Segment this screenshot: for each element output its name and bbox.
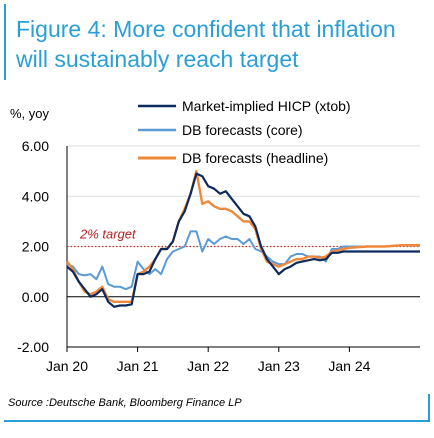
frame-accent-right <box>428 394 430 422</box>
series-line-headline <box>66 169 420 303</box>
target-annotation: 2% target <box>79 227 137 242</box>
legend-label-core: DB forecasts (core) <box>182 122 303 138</box>
source-note: Source :Deutsche Bank, Bloomberg Finance… <box>8 397 242 409</box>
y-tick-label: 0.00 <box>22 289 49 305</box>
y-axis-labels: 6.00 4.00 2.00 0.00 -2.00 <box>17 138 49 355</box>
legend-label-headline: DB forecasts (headline) <box>182 150 328 166</box>
figure-title: Figure 4: More confident that inflation … <box>16 16 396 72</box>
x-tick-label: Jan 20 <box>46 358 88 374</box>
x-tick-label: Jan 21 <box>117 358 159 374</box>
frame-accent-bottom <box>4 420 430 422</box>
frame-accent-left <box>4 4 6 80</box>
x-tick-label: Jan 23 <box>258 358 300 374</box>
x-tick-label: Jan 24 <box>328 358 370 374</box>
y-tick-label: 2.00 <box>22 239 49 255</box>
x-tick-label: Jan 22 <box>187 358 229 374</box>
series-lines <box>66 169 420 308</box>
series-line-market <box>66 172 420 308</box>
legend: Market-implied HICP (xtob) DB forecasts (… <box>138 98 351 166</box>
y-tick-label: 6.00 <box>22 138 49 154</box>
x-axis-labels: Jan 20 Jan 21 Jan 22 Jan 23 Jan 24 <box>46 347 371 374</box>
y-unit-label: %, yoy <box>10 106 50 121</box>
legend-label-market: Market-implied HICP (xtob) <box>182 98 351 114</box>
y-tick-label: 4.00 <box>22 188 49 204</box>
y-tick-label: -2.00 <box>17 339 49 355</box>
